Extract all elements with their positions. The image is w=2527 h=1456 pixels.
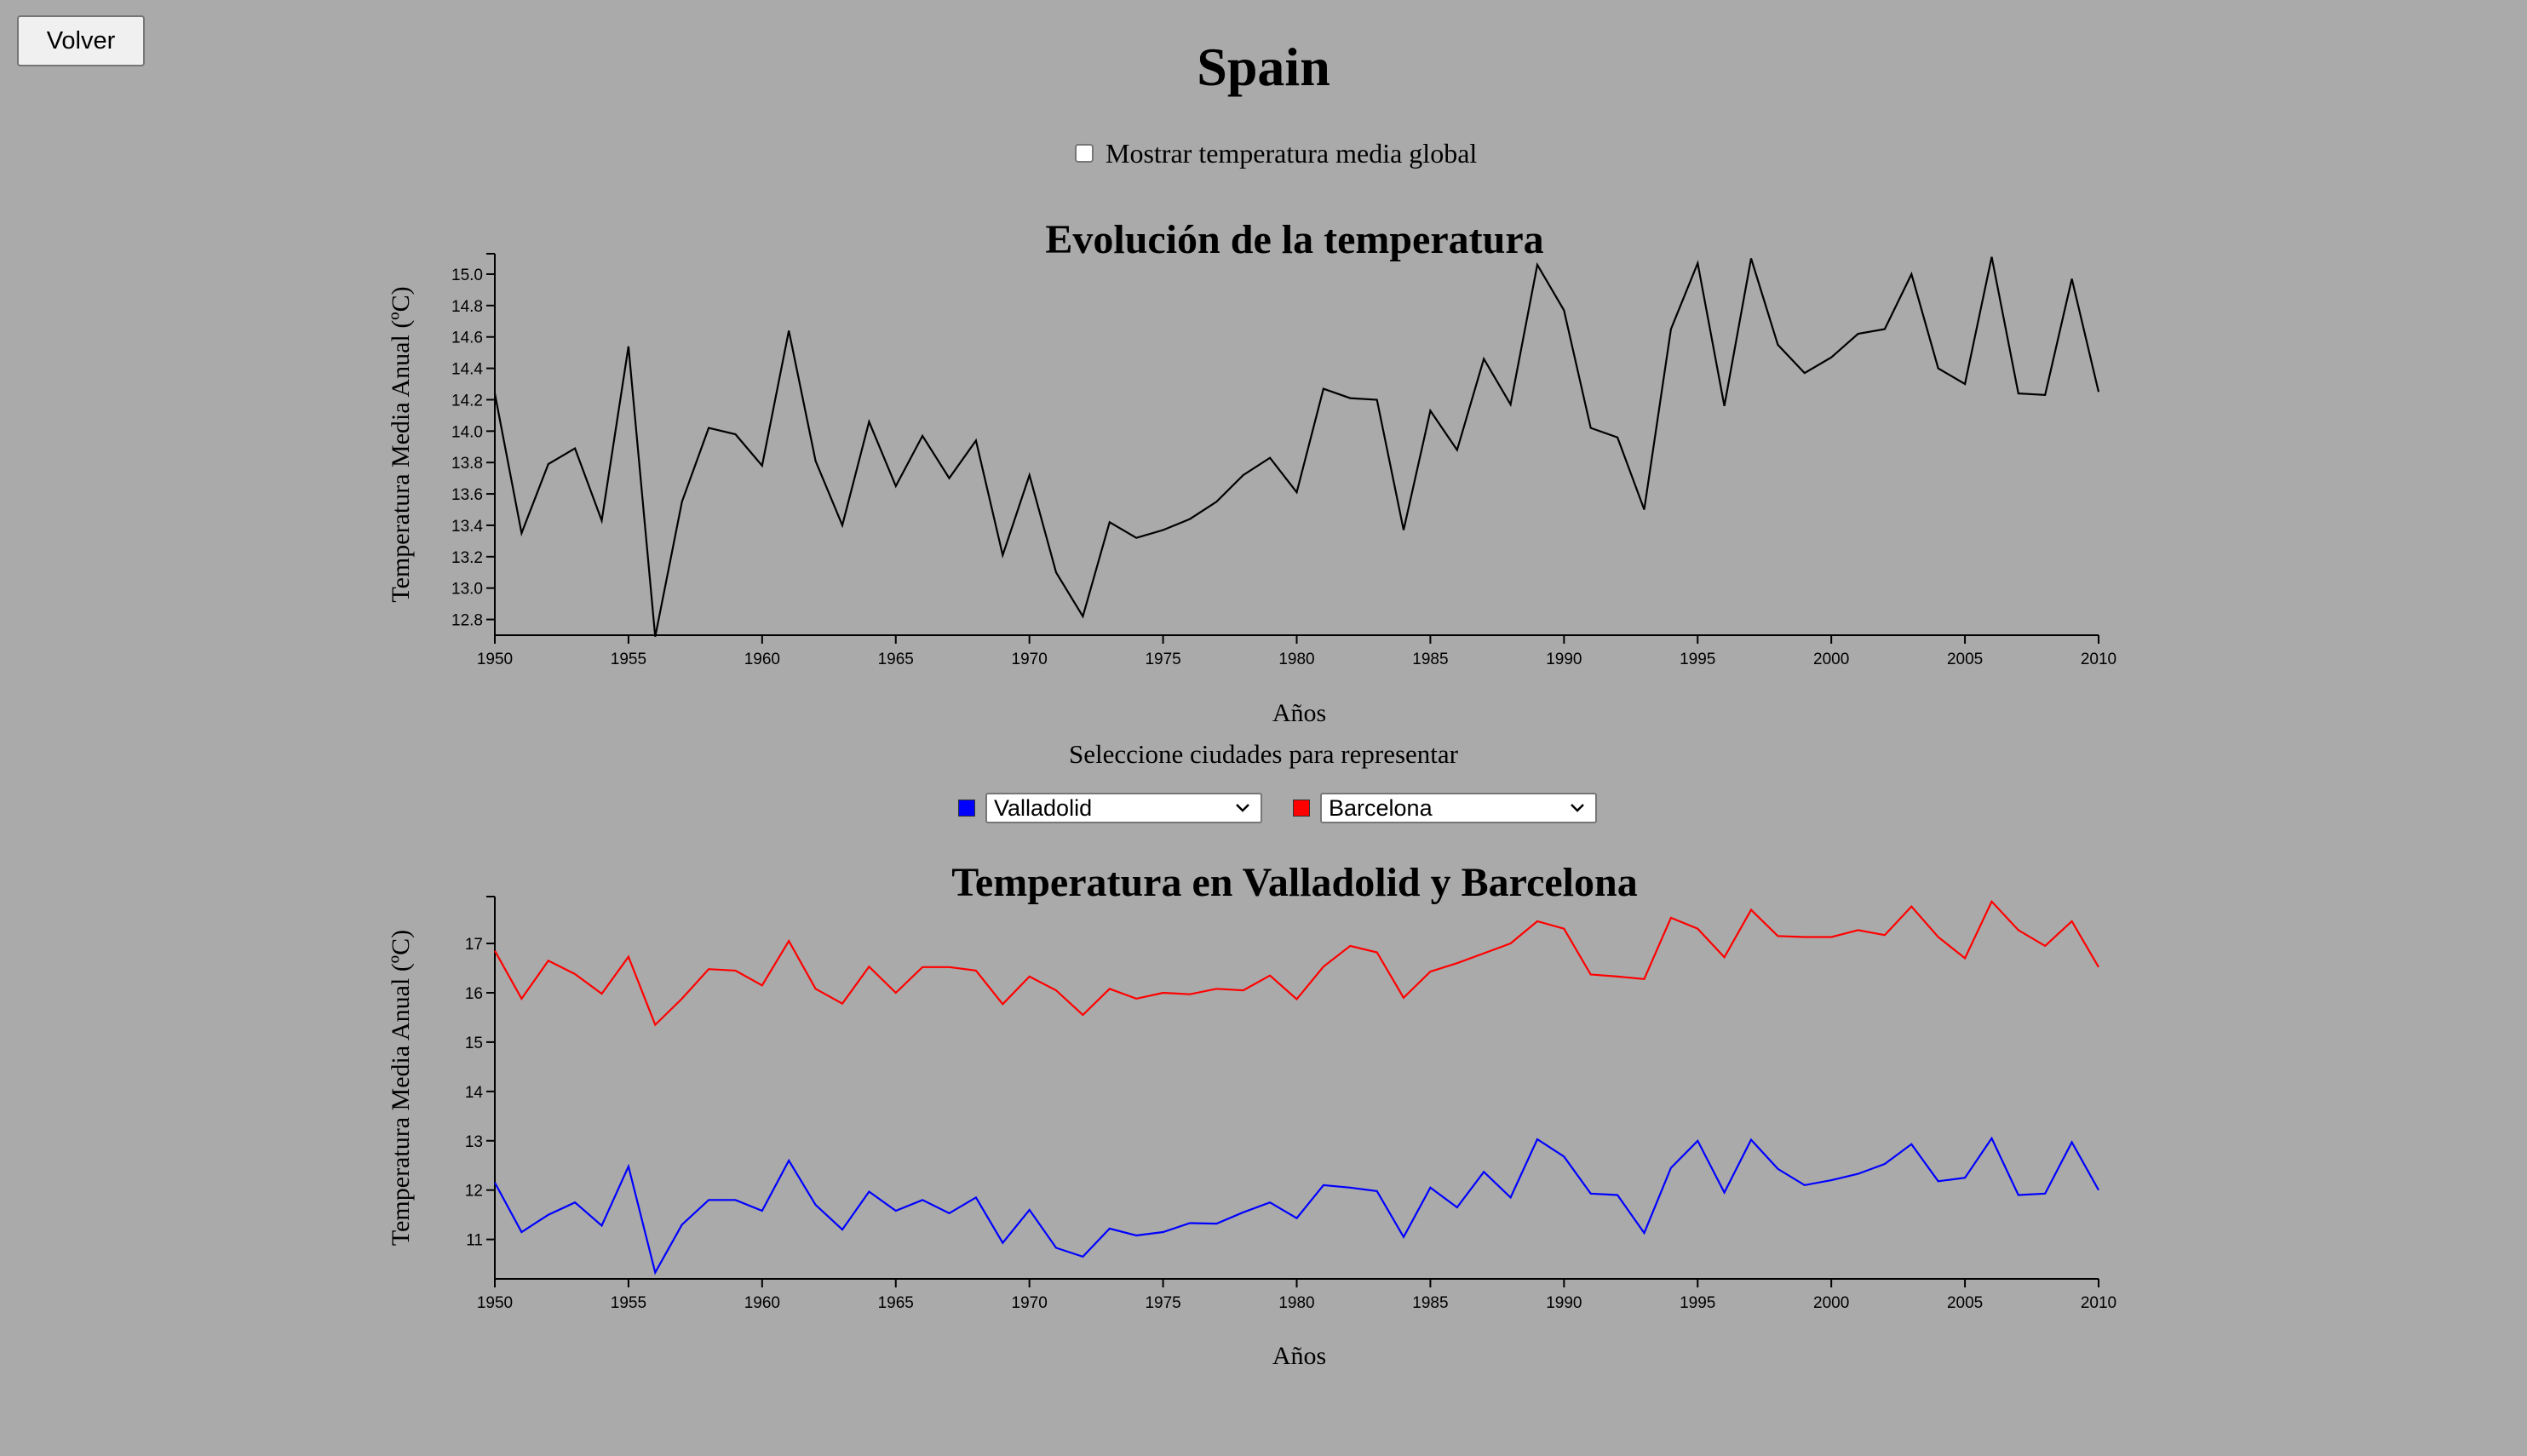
x-tick-label: 1995: [1680, 1294, 1715, 1312]
x-tick-label: 1950: [477, 651, 513, 668]
city-1-selected-value: Valladolid: [994, 794, 1093, 821]
x-tick-label: 1960: [744, 651, 780, 668]
y-tick-label: 16: [465, 985, 483, 1003]
y-tick-label: 14: [465, 1084, 484, 1102]
y-tick-label: 14.0: [451, 423, 483, 441]
city-2-selected-value: Barcelona: [1329, 794, 1433, 821]
x-tick-label: 1965: [878, 651, 914, 668]
y-tick-label: 17: [465, 936, 483, 954]
y-tick-label: 14.6: [451, 330, 483, 347]
y-tick-label: 15.0: [451, 267, 483, 284]
x-tick-label: 1985: [1412, 1294, 1448, 1312]
x-tick-label: 1975: [1145, 651, 1180, 668]
x-tick-label: 1965: [878, 1294, 914, 1312]
x-tick-label: 1970: [1012, 651, 1048, 668]
x-tick-label: 1990: [1546, 1294, 1582, 1312]
y-tick-label: 14.4: [451, 361, 483, 379]
y-tick-label: 13.6: [451, 486, 483, 504]
y-tick-label: 12: [465, 1183, 483, 1201]
chart-1-title: Evolución de la temperatura: [1045, 217, 1544, 262]
x-tick-label: 1970: [1012, 1294, 1048, 1312]
global-temperature-toggle-label: Mostrar temperatura media global: [1106, 137, 1478, 169]
x-tick-label: 2010: [2081, 1294, 2116, 1312]
x-axis-title: Años: [1272, 699, 1326, 727]
y-axis-title: Temperatura Media Anual (ºC): [387, 286, 415, 602]
city-2-color-swatch: [1293, 800, 1310, 817]
series-line-0: [494, 1136, 2099, 1275]
x-tick-label: 2005: [1947, 651, 1983, 668]
x-tick-label: 1960: [744, 1294, 780, 1312]
x-tick-label: 2000: [1813, 651, 1849, 668]
y-tick-label: 13: [465, 1133, 483, 1151]
checkbox-icon[interactable]: [1075, 144, 1094, 163]
y-tick-label: 12.8: [451, 612, 483, 630]
x-tick-label: 1975: [1145, 1294, 1180, 1312]
x-tick-label: 1950: [477, 1294, 513, 1312]
x-tick-label: 2010: [2081, 651, 2116, 668]
x-tick-label: 1995: [1680, 651, 1715, 668]
city-picker-prompt: Seleccione ciudades para representar: [1069, 739, 1458, 769]
x-tick-label: 2005: [1947, 1294, 1983, 1312]
chevron-down-icon: [1236, 804, 1249, 812]
x-tick-label: 1985: [1412, 651, 1448, 668]
y-tick-label: 11: [466, 1232, 483, 1250]
chart-2-title: Temperatura en Valladolid y Barcelona: [951, 860, 1638, 905]
y-tick-label: 13.8: [451, 455, 483, 473]
country-temperature-chart: 1950 1955 1960 1965 1970 1975 1980 1985 1990 1995…: [387, 253, 2116, 727]
chevron-down-icon: [1571, 804, 1584, 812]
x-tick-label: 2000: [1813, 1294, 1849, 1312]
x-axis-title: Años: [1272, 1342, 1326, 1370]
y-tick-label: 14.8: [451, 298, 483, 316]
city-select-2[interactable]: Barcelona: [1293, 791, 1597, 825]
y-tick-label: 14.2: [451, 392, 483, 410]
series-line-1: [494, 899, 2099, 1027]
x-tick-label: 1955: [611, 1294, 646, 1312]
city-select-1[interactable]: Valladolid: [958, 791, 1262, 825]
city-2-select[interactable]: Barcelona: [1320, 793, 1597, 823]
x-tick-label: 1990: [1546, 651, 1582, 668]
x-tick-label: 1955: [611, 651, 646, 668]
y-tick-label: 13.4: [451, 518, 483, 536]
global-temperature-toggle[interactable]: Mostrar temperatura media global: [1075, 138, 1477, 169]
city-1-color-swatch: [958, 800, 975, 817]
y-tick-label: 15: [465, 1035, 483, 1052]
y-tick-label: 13.2: [451, 549, 483, 567]
x-tick-label: 1980: [1278, 1294, 1314, 1312]
series-line-0: [493, 256, 2100, 638]
page-title: Spain: [1197, 37, 1330, 97]
x-tick-label: 1980: [1278, 651, 1314, 668]
y-tick-label: 13.0: [451, 581, 483, 599]
y-axis-title: Temperatura Media Anual (ºC): [387, 930, 415, 1246]
city-1-select[interactable]: Valladolid: [985, 793, 1262, 823]
back-button[interactable]: Volver: [17, 15, 145, 66]
